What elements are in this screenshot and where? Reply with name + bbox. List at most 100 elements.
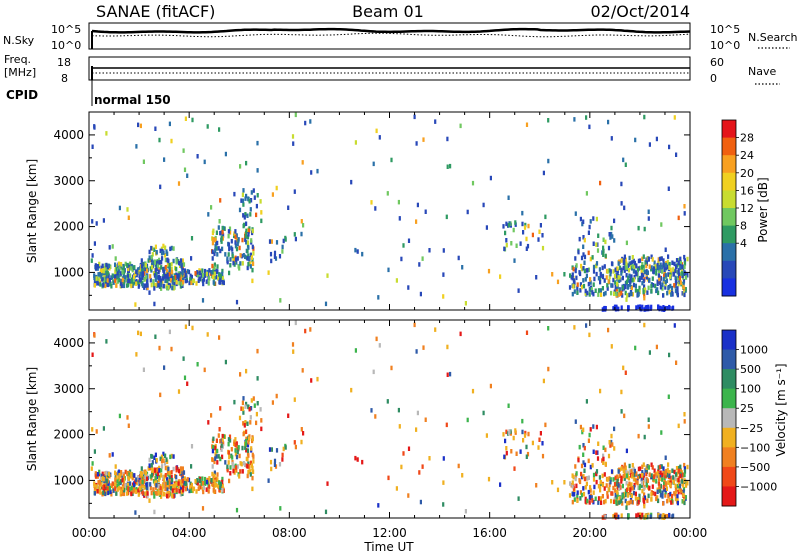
power-cell bbox=[682, 284, 685, 290]
power-cell bbox=[155, 260, 158, 266]
velocity-cell bbox=[154, 475, 157, 481]
velocity-cell bbox=[577, 457, 580, 463]
velocity-cell bbox=[248, 407, 251, 412]
power-cell bbox=[146, 285, 149, 290]
velocity-cell bbox=[655, 344, 658, 350]
velocity-cell bbox=[589, 427, 592, 432]
power-cell bbox=[631, 292, 634, 297]
power-cell bbox=[170, 245, 173, 251]
power-cell bbox=[649, 306, 652, 311]
velocity-cell bbox=[177, 481, 180, 486]
power-cell bbox=[213, 265, 216, 271]
power-cell bbox=[245, 240, 248, 245]
velocity-cell bbox=[668, 352, 671, 358]
velocity-cell bbox=[664, 487, 667, 493]
velocity-cell bbox=[442, 502, 445, 507]
power-cell bbox=[175, 266, 178, 272]
velocity-cell bbox=[230, 447, 233, 452]
power-cell bbox=[235, 237, 238, 243]
velocity-cell bbox=[657, 481, 660, 486]
power-cell bbox=[106, 282, 109, 288]
power-cell bbox=[162, 267, 165, 272]
velocity-cell bbox=[155, 471, 158, 476]
power-cell bbox=[682, 279, 686, 284]
velocity-cell bbox=[146, 493, 149, 498]
power-cell bbox=[185, 270, 188, 276]
velocity-cell bbox=[256, 376, 259, 381]
velocity-cell bbox=[177, 484, 180, 490]
power-cell bbox=[282, 238, 285, 244]
power-cell bbox=[155, 275, 158, 280]
power-cell bbox=[574, 256, 577, 261]
power-cell bbox=[169, 278, 173, 283]
power-cell bbox=[613, 238, 616, 243]
velocity-cell bbox=[211, 464, 214, 469]
velocity-cell bbox=[131, 475, 134, 481]
power-cell bbox=[445, 214, 448, 220]
velocity-cell bbox=[674, 476, 677, 482]
velocity-cell bbox=[95, 429, 98, 434]
power-cell bbox=[604, 239, 607, 245]
power-cell bbox=[234, 229, 237, 234]
velocity-cell bbox=[250, 398, 253, 403]
velocity-cell bbox=[275, 448, 279, 453]
power-cell bbox=[646, 290, 649, 295]
power-cell bbox=[650, 284, 653, 289]
power-cell bbox=[231, 247, 234, 252]
power-cell bbox=[442, 248, 445, 253]
velocity-cell bbox=[131, 491, 134, 496]
power-cell bbox=[137, 122, 140, 128]
velocity-cell bbox=[600, 500, 603, 505]
velocity-cell bbox=[210, 413, 213, 418]
velocity-cell bbox=[218, 427, 221, 432]
velocity-cell bbox=[220, 443, 223, 448]
power-cell bbox=[183, 167, 187, 172]
velocity-cell bbox=[118, 485, 121, 491]
velocity-cell bbox=[681, 479, 684, 484]
velocity-cell bbox=[618, 486, 621, 491]
power-cell bbox=[171, 269, 174, 275]
velocity-cell bbox=[603, 499, 606, 505]
velocity-cell bbox=[144, 491, 147, 496]
power-cell bbox=[573, 289, 576, 294]
velocity-cell bbox=[247, 461, 250, 466]
velocity-cell bbox=[637, 485, 640, 490]
velocity-cell bbox=[642, 497, 645, 503]
velocity-cell bbox=[119, 479, 123, 484]
velocity-cell bbox=[625, 487, 629, 493]
velocity-cell bbox=[240, 406, 243, 411]
velocity-cell bbox=[620, 409, 623, 414]
velocity-cell bbox=[105, 478, 108, 484]
power-cell bbox=[616, 266, 619, 271]
power-cell bbox=[664, 247, 667, 252]
power-cell bbox=[275, 240, 279, 245]
velocity-cell bbox=[228, 434, 232, 439]
velocity-cell bbox=[294, 444, 297, 450]
power-cell bbox=[601, 265, 604, 271]
velocity-cell bbox=[240, 461, 243, 467]
power-cell bbox=[270, 258, 273, 264]
velocity-cell bbox=[189, 481, 192, 487]
power-cell bbox=[646, 270, 649, 275]
velocity-cell bbox=[607, 487, 610, 492]
power-cell bbox=[482, 202, 485, 208]
power-cell bbox=[218, 272, 221, 277]
power-cell bbox=[669, 274, 672, 279]
velocity-cell bbox=[641, 473, 644, 478]
velocity-cell bbox=[681, 472, 685, 477]
power-cell bbox=[370, 200, 373, 205]
power-cell bbox=[167, 258, 170, 264]
power-cell bbox=[519, 241, 522, 246]
velocity-cell bbox=[284, 445, 287, 450]
velocity-cell bbox=[158, 468, 161, 473]
power-cell bbox=[604, 306, 607, 312]
power-cell bbox=[402, 243, 405, 248]
power-cell bbox=[177, 273, 180, 278]
velocity-cell bbox=[637, 500, 640, 505]
power-cell bbox=[640, 269, 643, 274]
power-cell bbox=[589, 277, 592, 282]
velocity-cell bbox=[621, 501, 624, 506]
power-cell bbox=[212, 237, 215, 242]
velocity-cell bbox=[232, 468, 235, 474]
velocity-cell bbox=[188, 488, 191, 494]
